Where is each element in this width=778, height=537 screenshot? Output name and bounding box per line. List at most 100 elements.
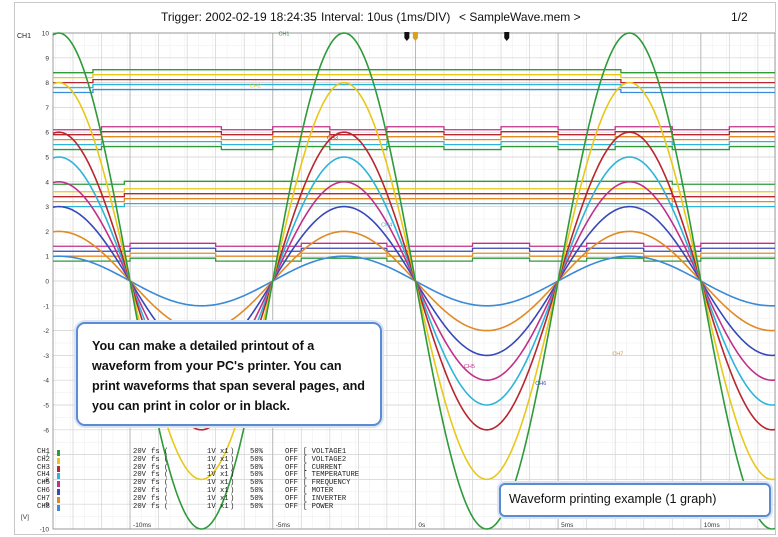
legend-pos: 50%	[250, 448, 263, 456]
trace-label: CH2	[250, 84, 261, 90]
y-tick-label: -8	[43, 477, 49, 484]
channel-color-swatch	[57, 488, 60, 495]
y-tick-label: -10	[40, 527, 50, 534]
print-preview-frame: -10 -9 -8 -7 -6 -5 -4 -3 -2 -1 0 1 2 3 4 5 6 7 8 9 10 [V] -10m…	[14, 2, 776, 535]
legend-scale: 1V x1	[207, 502, 229, 511]
legend-range: 20V	[133, 455, 146, 464]
trace-label: CH7	[612, 351, 623, 357]
logic-trace	[53, 257, 775, 262]
channel-color-swatch	[57, 465, 60, 472]
x-tick-label: 5ms	[561, 522, 574, 529]
legend-range: 20V	[133, 448, 146, 456]
legend-scale: 1V x1	[207, 471, 229, 480]
legend-ch: CH7	[37, 494, 50, 503]
channel-color-swatch	[57, 496, 60, 503]
waveform-chart: -10-9-8-7-6-5-4-3-2-1012345678910[V]-10m…	[21, 31, 775, 534]
channel-color-swatch	[57, 450, 60, 456]
legend-ch: CH5	[37, 479, 50, 488]
legend-comment: [ VOLTAGE1	[303, 448, 347, 456]
y-tick-label: 9	[45, 55, 49, 62]
legend-fs: fs (	[151, 463, 169, 472]
channel-color-swatch	[57, 473, 60, 480]
caption-callout: Waveform printing example (1 graph)	[499, 483, 771, 517]
logic-trace	[53, 136, 775, 141]
x-tick-label: 0s	[418, 522, 426, 529]
legend-fs: fs (	[151, 494, 169, 503]
channel-color-swatch	[57, 457, 60, 464]
logic-trace	[53, 140, 775, 146]
legend-fs: fs (	[151, 448, 169, 456]
legend-comment: [ VOLTAGE2	[303, 455, 347, 464]
legend-pos: 50%	[250, 486, 263, 495]
logic-trace	[53, 252, 775, 257]
y-tick-label: -7	[43, 452, 49, 459]
legend-comment: [ CURRENT	[303, 463, 342, 472]
y-tick-label: 6	[45, 130, 49, 137]
legend-filter: OFF	[285, 455, 298, 464]
legend-close: )	[230, 471, 235, 480]
channel-color-swatch	[57, 481, 60, 488]
y-tick-label: 5	[45, 155, 49, 162]
legend-scale: 1V x1	[207, 455, 229, 464]
legend-filter: OFF	[285, 448, 298, 456]
logic-trace	[53, 131, 775, 136]
legend-pos: 50%	[250, 471, 263, 480]
legend-filter: OFF	[285, 486, 298, 495]
y-tick-label: 7	[45, 105, 49, 112]
y-tick-label: -1	[43, 303, 49, 310]
y-tick-label: 8	[45, 80, 49, 87]
legend-comment: [ FREQUENCY	[303, 479, 351, 488]
trace-label: CH6	[535, 381, 546, 387]
legend-ch: CH1	[37, 448, 50, 456]
legend-range: 20V	[133, 471, 146, 480]
legend-fs: fs (	[151, 486, 169, 495]
legend-ch: CH6	[37, 486, 50, 495]
legend-filter: OFF	[285, 502, 298, 511]
logic-trace	[53, 198, 775, 203]
trigger-marker	[404, 32, 410, 41]
sampling-interval: Interval: 10us (1ms/DIV)	[321, 10, 451, 24]
page-number: 1/2	[731, 10, 748, 24]
y-tick-label: 4	[45, 179, 49, 186]
y-tick-label: -4	[43, 378, 49, 385]
legend-ch: CH4	[37, 471, 50, 480]
x-tick-label: -5ms	[276, 522, 291, 529]
trigger-marker	[412, 32, 418, 41]
legend-range: 20V	[133, 479, 146, 488]
trigger-marker	[504, 32, 510, 41]
logic-trace	[53, 247, 775, 252]
y-tick-label: -5	[43, 403, 49, 410]
legend-fs: fs (	[151, 455, 169, 464]
legend-range: 20V	[133, 463, 146, 472]
y-tick-label: 2	[45, 229, 49, 236]
legend-close: )	[230, 502, 235, 511]
legend-fs: fs (	[151, 479, 169, 488]
y-tick-label: 3	[45, 204, 49, 211]
logic-trace	[53, 202, 775, 208]
legend-ch: CH8	[37, 502, 50, 511]
logic-trace	[53, 88, 775, 94]
legend-scale: 1V x1	[207, 448, 229, 456]
legend-pos: 50%	[250, 463, 263, 472]
y-tick-label: 1	[45, 254, 49, 261]
x-tick-label: -10ms	[133, 522, 152, 529]
legend-pos: 50%	[250, 502, 263, 511]
channel-tag: CH1	[17, 33, 32, 40]
description-callout: You can make a detailed printout of a wa…	[76, 322, 382, 426]
legend-close: )	[230, 479, 235, 488]
logic-trace	[53, 126, 775, 131]
legend-ch: CH2	[37, 455, 50, 464]
legend-close: )	[230, 486, 235, 495]
logic-trace	[53, 188, 775, 193]
legend-close: )	[230, 455, 235, 464]
y-tick-label: -2	[43, 328, 49, 335]
trigger-time: Trigger: 2002-02-19 18:24:35	[161, 10, 317, 24]
trace-label: CH3	[327, 136, 338, 142]
legend-filter: OFF	[285, 471, 298, 480]
legend-range: 20V	[133, 494, 146, 503]
logic-trace	[53, 83, 775, 89]
y-tick-label: -6	[43, 427, 49, 434]
legend-scale: 1V x1	[207, 479, 229, 488]
logic-trace	[53, 180, 775, 185]
logic-trace	[53, 242, 775, 247]
